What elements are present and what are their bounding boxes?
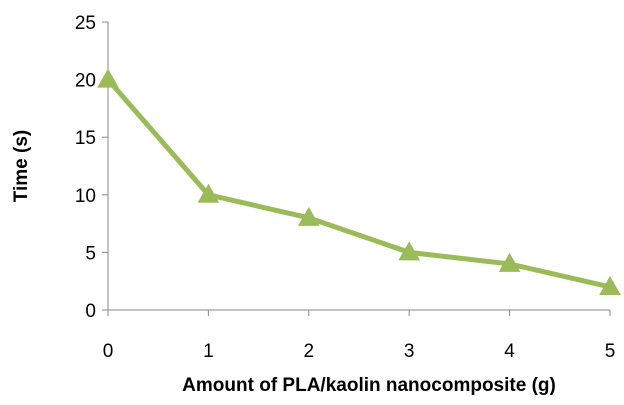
y-axis-title: Time (s) <box>11 130 32 203</box>
y-axis-ticks: 0 5 10 15 20 25 <box>75 13 108 322</box>
x-tick-label: 1 <box>203 341 214 362</box>
series-layer <box>97 68 621 295</box>
series-line <box>105 77 613 290</box>
x-tick-label: 5 <box>605 341 616 362</box>
y-tick-label: 15 <box>75 128 96 149</box>
x-tick-label: 0 <box>103 341 114 362</box>
y-tick-label: 20 <box>75 71 96 92</box>
data-point-marker <box>297 206 320 226</box>
x-tick-label: 3 <box>404 341 415 362</box>
data-point-marker <box>197 183 220 203</box>
data-point-marker <box>599 275 621 295</box>
y-tick-label: 10 <box>75 186 96 207</box>
x-axis-ticks: 0 1 2 3 4 5 <box>103 310 616 362</box>
data-point-marker <box>97 68 119 88</box>
y-tick-label: 25 <box>75 13 96 34</box>
data-point-marker <box>398 241 421 261</box>
y-tick-label: 0 <box>85 301 96 322</box>
x-tick-label: 4 <box>504 341 515 362</box>
axes: 0 5 10 15 20 25 0 1 2 3 4 5 <box>75 13 615 362</box>
data-point-marker <box>498 252 521 272</box>
x-axis-title: Amount of PLA/kaolin nanocomposite (g) <box>182 375 556 396</box>
y-tick-label: 5 <box>85 243 96 264</box>
x-tick-label: 2 <box>304 341 315 362</box>
